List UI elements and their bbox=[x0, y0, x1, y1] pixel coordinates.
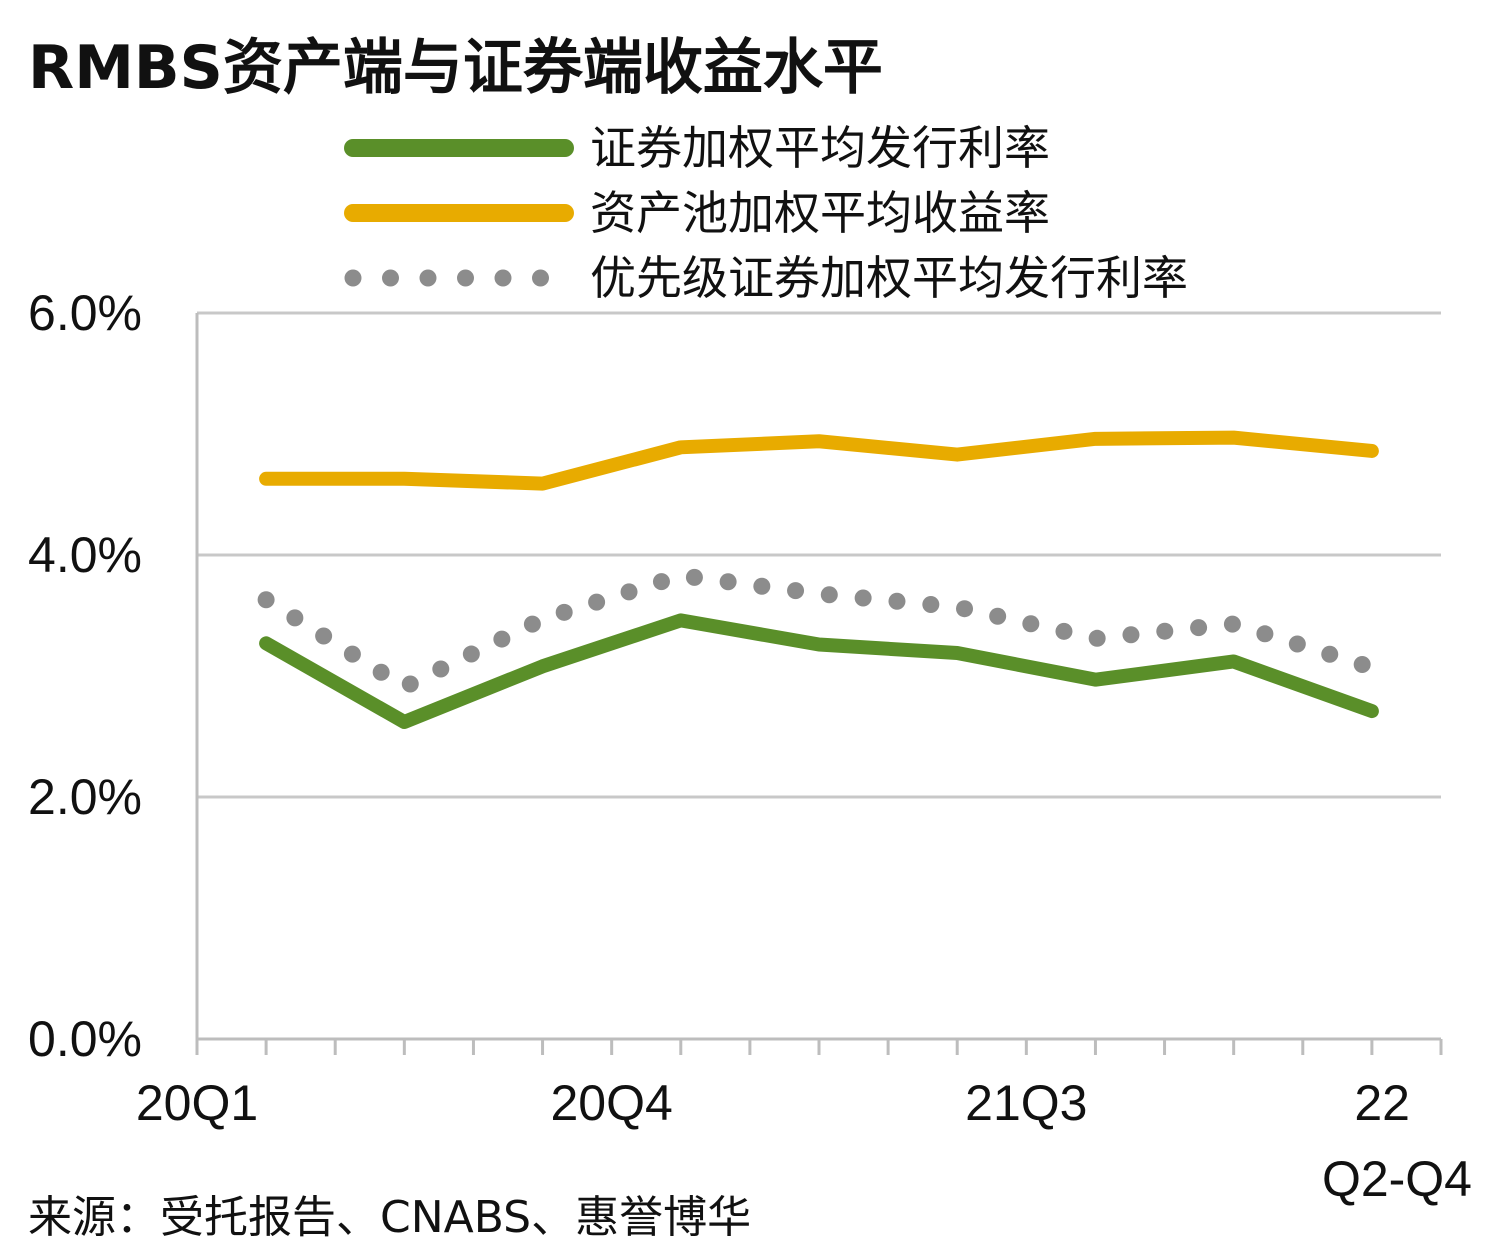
legend-swatch-2-dot-1 bbox=[382, 269, 399, 287]
series-2-dot-25 bbox=[1055, 622, 1073, 640]
legend-label-1: 资产池加权平均收益率 bbox=[590, 186, 1050, 240]
x-tick-label-3: 22 Q2-Q4 bbox=[1322, 1075, 1472, 1207]
series-2-dot-32 bbox=[1288, 635, 1306, 653]
series-0-line bbox=[259, 613, 1379, 729]
series-2-dot-12 bbox=[620, 583, 638, 601]
series-2-dot-9 bbox=[523, 615, 541, 633]
series-2-dot-27 bbox=[1122, 626, 1140, 644]
series-2-dot-30 bbox=[1223, 615, 1241, 633]
gridlines bbox=[197, 311, 1441, 799]
series-group bbox=[257, 430, 1379, 729]
series-2-dot-8 bbox=[493, 630, 511, 648]
legend-swatch-2-dot-5 bbox=[532, 269, 549, 287]
series-2-dot-1 bbox=[286, 609, 304, 627]
y-tick-label-0: 0.0% bbox=[28, 1011, 142, 1067]
legend-swatch-2-dot-2 bbox=[419, 269, 437, 287]
series-2-dot-6 bbox=[432, 660, 450, 678]
series-2-dot-34 bbox=[1353, 655, 1371, 673]
series-2-dot-21 bbox=[922, 595, 940, 613]
series-1-line bbox=[259, 430, 1379, 491]
series-2-dot-20 bbox=[888, 592, 906, 610]
x-tick-label-2: 21Q3 bbox=[965, 1075, 1087, 1131]
y-tick-label-3: 6.0% bbox=[28, 285, 142, 341]
legend-label-0: 证券加权平均发行利率 bbox=[590, 121, 1050, 175]
legend-label-2: 优先级证券加权平均发行利率 bbox=[590, 251, 1188, 305]
series-2-dot-16 bbox=[753, 577, 771, 595]
chart-title: RMBS资产端与证券端收益水平 bbox=[28, 33, 883, 103]
series-0 bbox=[259, 613, 1379, 729]
series-2-dot-26 bbox=[1088, 629, 1106, 647]
legend-swatch-2-dot-3 bbox=[457, 269, 474, 287]
legend-item-1: 资产池加权平均收益率 bbox=[344, 186, 1050, 240]
x-tick-labels: 20Q1 20Q4 21Q3 22 Q2-Q4 bbox=[136, 1075, 1472, 1207]
series-2-dot-15 bbox=[719, 573, 737, 591]
series-2-dot-19 bbox=[854, 589, 872, 607]
series-2-dot-5 bbox=[401, 675, 419, 693]
legend-item-0: 证券加权平均发行利率 bbox=[344, 121, 1050, 175]
series-2-dot-4 bbox=[372, 663, 390, 681]
series-2-dot-11 bbox=[588, 593, 606, 611]
axes bbox=[195, 313, 1443, 1055]
series-2-dot-3 bbox=[343, 645, 361, 663]
series-2-dot-17 bbox=[787, 582, 805, 600]
series-2-dot-13 bbox=[652, 573, 670, 591]
series-2-dot-23 bbox=[989, 607, 1007, 625]
legend-swatch-2-dot-4 bbox=[494, 269, 512, 287]
source-note: 来源：受托报告、CNABS、惠誉博华 bbox=[28, 1192, 751, 1243]
series-2-dot-33 bbox=[1321, 645, 1339, 663]
series-2-dot-18 bbox=[820, 586, 838, 604]
legend-item-2: 优先级证券加权平均发行利率 bbox=[344, 251, 1188, 305]
series-2-dot-31 bbox=[1256, 625, 1274, 643]
series-2-dot-24 bbox=[1022, 615, 1040, 633]
x-tick-label-1: 20Q4 bbox=[551, 1075, 673, 1131]
series-2-dot-22 bbox=[956, 600, 974, 618]
y-tick-label-2: 4.0% bbox=[28, 527, 142, 583]
series-2-dot-29 bbox=[1190, 619, 1208, 637]
series-2 bbox=[257, 568, 1371, 693]
y-tick-labels: 0.0% 2.0% 4.0% 6.0% bbox=[28, 285, 142, 1067]
series-2-dot-7 bbox=[462, 645, 480, 663]
y-tick-label-1: 2.0% bbox=[28, 769, 142, 825]
series-2-dot-2 bbox=[315, 627, 333, 645]
legend-swatch-2-dot-0 bbox=[344, 269, 362, 287]
series-1 bbox=[259, 430, 1379, 491]
series-2-dot-10 bbox=[555, 603, 573, 621]
series-2-dot-14 bbox=[685, 568, 703, 586]
series-2-dot-0 bbox=[257, 591, 275, 609]
series-2-dot-28 bbox=[1156, 622, 1174, 640]
x-tick-label-0: 20Q1 bbox=[136, 1075, 258, 1131]
